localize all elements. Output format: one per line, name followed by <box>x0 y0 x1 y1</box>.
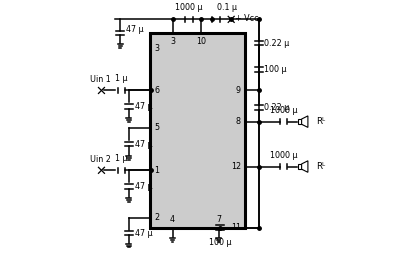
Text: Uin 1: Uin 1 <box>90 75 110 84</box>
Text: 7: 7 <box>216 215 221 224</box>
Bar <box>298 119 302 124</box>
Polygon shape <box>302 116 308 128</box>
Text: + Vcc: + Vcc <box>235 14 258 23</box>
Text: 47 μ: 47 μ <box>135 182 153 191</box>
Text: 0.22 μ: 0.22 μ <box>264 39 289 47</box>
Text: 0.1 μ: 0.1 μ <box>218 3 238 12</box>
Bar <box>298 164 302 169</box>
Polygon shape <box>302 161 308 172</box>
Bar <box>150 33 245 228</box>
Text: 3: 3 <box>154 43 159 53</box>
Text: 5: 5 <box>154 123 159 132</box>
Text: 47 μ: 47 μ <box>135 229 153 238</box>
Text: 3: 3 <box>170 37 175 46</box>
Text: 4: 4 <box>170 215 175 224</box>
Text: 1000 μ: 1000 μ <box>270 106 297 115</box>
Text: 1: 1 <box>154 166 159 175</box>
Text: 47 μ: 47 μ <box>135 102 153 111</box>
Text: 47 μ: 47 μ <box>135 140 153 149</box>
Text: 1 μ: 1 μ <box>115 74 128 84</box>
Text: 8: 8 <box>236 117 241 126</box>
Text: 100 μ: 100 μ <box>264 65 287 74</box>
Text: 100 μ: 100 μ <box>209 238 231 247</box>
Text: Rᴸ: Rᴸ <box>316 162 325 171</box>
Text: 10: 10 <box>196 37 206 46</box>
Text: 1 μ: 1 μ <box>115 154 128 163</box>
Text: 12: 12 <box>231 162 241 171</box>
Text: 1000 μ: 1000 μ <box>270 151 297 160</box>
Text: 47 μ: 47 μ <box>126 25 144 34</box>
Text: 6: 6 <box>154 86 159 95</box>
Text: 2: 2 <box>154 213 159 222</box>
Text: Rᴸ: Rᴸ <box>316 117 325 126</box>
Text: 11: 11 <box>231 223 241 232</box>
Text: Uin 2: Uin 2 <box>90 155 111 164</box>
Text: 9: 9 <box>236 86 241 95</box>
Text: 0.22 μ: 0.22 μ <box>264 103 289 112</box>
Text: 1000 μ: 1000 μ <box>175 3 202 12</box>
